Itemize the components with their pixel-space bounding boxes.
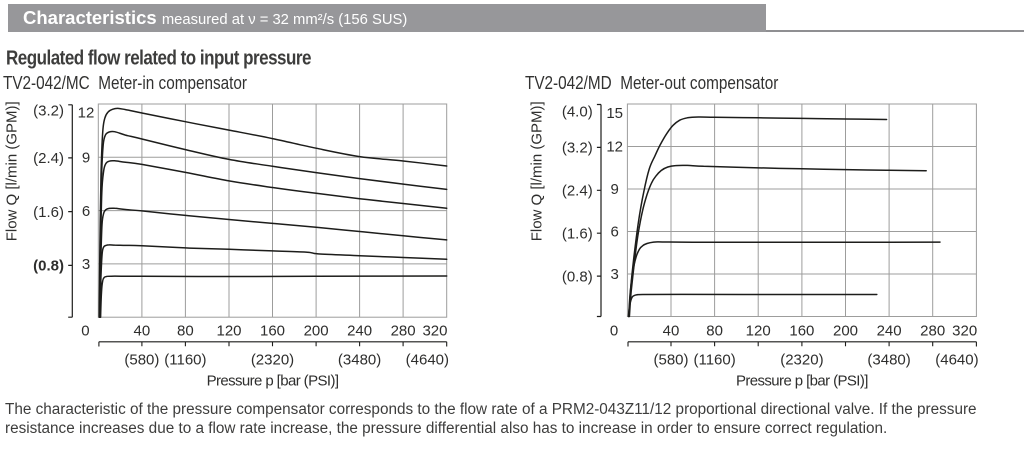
svg-text:120: 120 (746, 323, 771, 340)
svg-text:240: 240 (347, 323, 372, 340)
svg-text:280: 280 (920, 323, 945, 340)
svg-text:40: 40 (663, 323, 680, 340)
svg-text:40: 40 (134, 323, 151, 340)
svg-text:Pressure p [bar (PSI)]: Pressure p [bar (PSI)] (736, 373, 868, 390)
svg-text:3: 3 (82, 256, 90, 273)
svg-text:6: 6 (82, 203, 90, 220)
svg-text:280: 280 (391, 323, 416, 340)
svg-text:(3480): (3480) (867, 352, 910, 369)
svg-text:(3.2): (3.2) (33, 103, 64, 120)
svg-text:0: 0 (610, 323, 618, 340)
svg-text:200: 200 (833, 323, 858, 340)
svg-text:3: 3 (611, 266, 619, 283)
svg-text:320: 320 (952, 323, 977, 340)
svg-text:(1.6): (1.6) (562, 225, 593, 242)
svg-text:200: 200 (304, 323, 329, 340)
svg-text:(580): (580) (124, 352, 159, 369)
svg-text:Flow Q [l/min (GPM)]: Flow Q [l/min (GPM)] (529, 101, 546, 241)
svg-text:12: 12 (78, 104, 95, 121)
svg-text:240: 240 (877, 323, 902, 340)
svg-text:9: 9 (82, 150, 90, 167)
svg-text:9: 9 (611, 181, 619, 198)
svg-text:(4640): (4640) (406, 352, 449, 369)
svg-text:(4.0): (4.0) (562, 104, 593, 121)
svg-text:160: 160 (260, 323, 285, 340)
svg-text:15: 15 (606, 105, 623, 122)
svg-text:80: 80 (177, 323, 194, 340)
svg-text:(0.8): (0.8) (33, 258, 64, 275)
svg-text:(580): (580) (653, 352, 688, 369)
svg-text:320: 320 (422, 323, 447, 340)
svg-text:(2.4): (2.4) (562, 183, 593, 200)
svg-text:Pressure p [bar (PSI)]: Pressure p [bar (PSI)] (207, 373, 339, 390)
svg-text:160: 160 (789, 323, 814, 340)
svg-text:120: 120 (216, 323, 241, 340)
svg-text:(0.8): (0.8) (562, 268, 593, 285)
svg-text:12: 12 (606, 139, 623, 156)
svg-text:(3480): (3480) (338, 352, 381, 369)
svg-text:(1.6): (1.6) (33, 204, 64, 221)
svg-text:(2320): (2320) (251, 352, 294, 369)
svg-text:(2320): (2320) (780, 352, 823, 369)
svg-text:(1160): (1160) (693, 352, 735, 369)
svg-text:(3.2): (3.2) (562, 140, 593, 157)
svg-text:(2.4): (2.4) (33, 150, 64, 167)
svg-text:80: 80 (706, 323, 723, 340)
svg-text:(1160): (1160) (164, 352, 206, 369)
svg-text:6: 6 (611, 224, 619, 241)
svg-text:Flow Q [l/min (GPM)]: Flow Q [l/min (GPM)] (4, 101, 21, 241)
svg-text:0: 0 (81, 323, 89, 340)
svg-text:(4640): (4640) (935, 352, 978, 369)
